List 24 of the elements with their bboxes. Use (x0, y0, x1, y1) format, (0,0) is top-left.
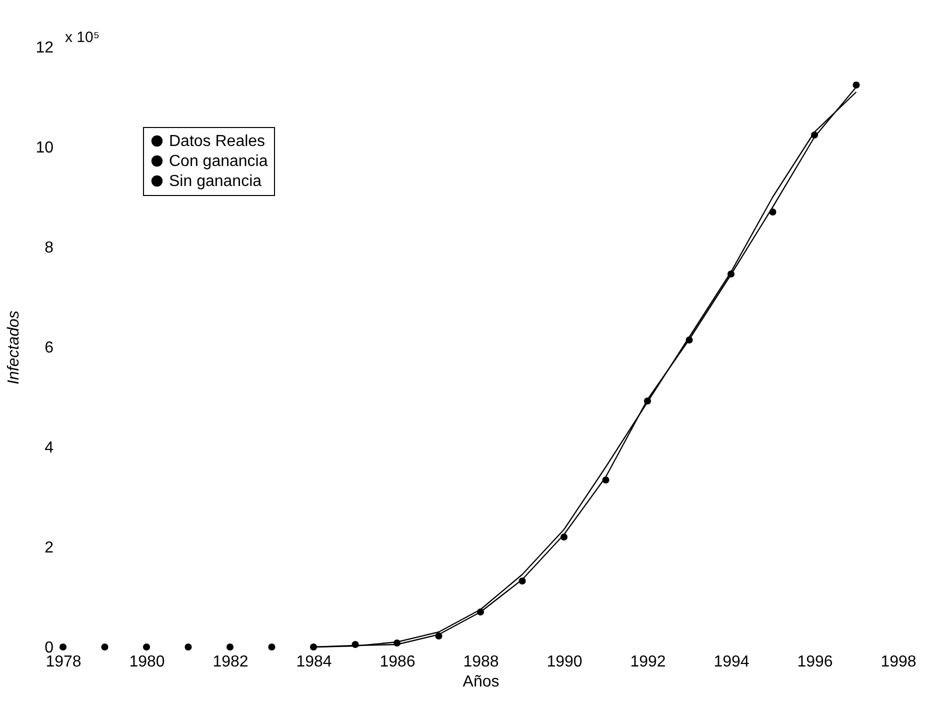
y-tick-label: 4 (44, 440, 54, 456)
legend-label: Sin ganancia (169, 173, 262, 190)
y-tick-label: 12 (36, 40, 54, 56)
x-tick-label: 1992 (630, 654, 666, 670)
legend-label: Datos Reales (169, 133, 266, 150)
x-tick-label: 1994 (714, 654, 750, 670)
x-tick-label: 1990 (546, 654, 582, 670)
y-tick-label: 8 (44, 240, 54, 256)
legend-label: Con ganancia (169, 153, 268, 170)
x-axis-title: Años (462, 674, 500, 690)
text: x 10⁵ (65, 29, 100, 46)
x-tick-label: 1980 (129, 654, 165, 670)
x-tick-label: 1986 (380, 654, 416, 670)
y-axis-title: Infectados (6, 310, 23, 384)
x-tick-label: 1988 (463, 654, 499, 670)
x-tick-label: 1996 (797, 654, 833, 670)
y-tick-label: 6 (44, 340, 54, 356)
x-tick-label: 1982 (212, 654, 248, 670)
x-tick-label: 1998 (880, 654, 916, 670)
x-tick-label: 1978 (46, 654, 82, 670)
y-tick-label: 2 (44, 540, 54, 556)
y-tick-label: 0 (44, 640, 54, 656)
x-tick-label: 1984 (296, 654, 332, 670)
y-tick-label: 10 (36, 140, 54, 156)
